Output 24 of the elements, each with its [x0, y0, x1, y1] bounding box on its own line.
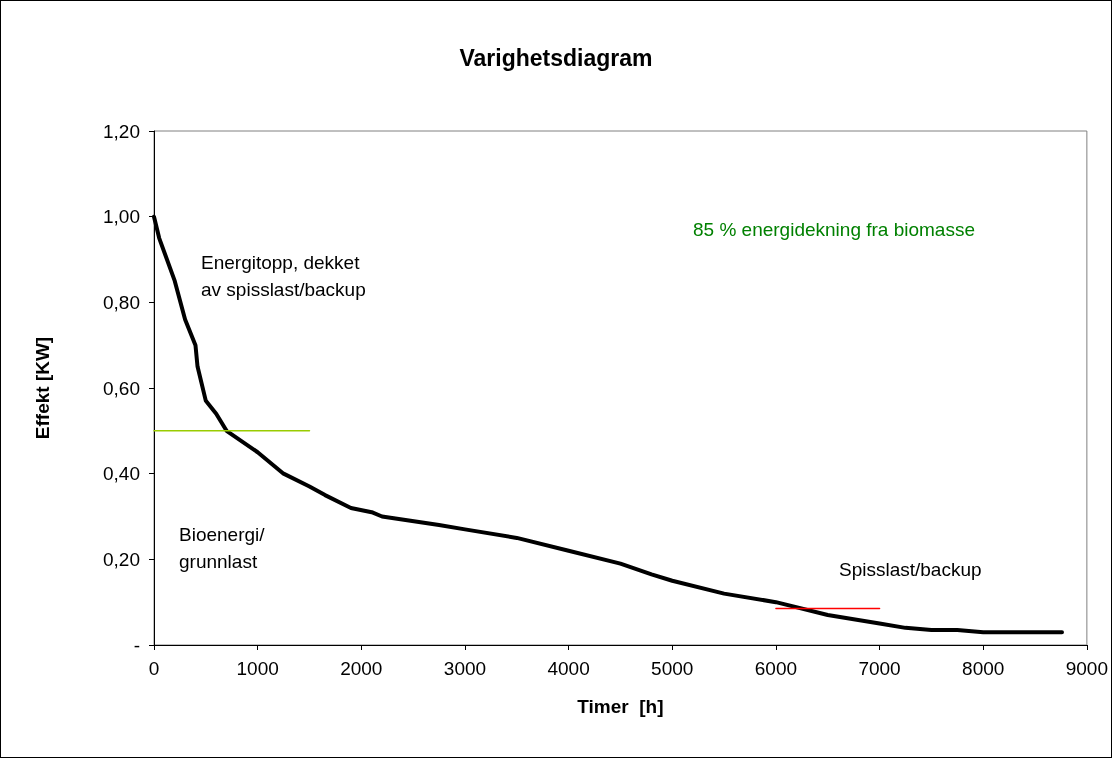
- x-tick-label: 6000: [754, 658, 798, 679]
- x-tick-label: 8000: [962, 658, 1005, 679]
- y-tick-label: 0,80: [103, 291, 140, 313]
- x-tick-label: 4000: [547, 658, 590, 679]
- y-tick-label: 1,00: [103, 206, 140, 228]
- x-tick-label: 1000: [236, 658, 279, 679]
- annotation: Bioenergi/ grunnlast: [179, 524, 266, 572]
- y-tick-label: 0,60: [103, 377, 140, 399]
- y-tick-label: 0,40: [103, 463, 140, 485]
- x-tick-label: 7000: [858, 658, 901, 679]
- x-tick-label: 3000: [443, 658, 487, 679]
- y-tick-label: 1,20: [103, 120, 140, 142]
- chart-title: Varighetsdiagram: [459, 44, 653, 71]
- y-tick-label: 0,20: [103, 548, 140, 570]
- y-axis-title: Effekt [KW]: [32, 336, 53, 440]
- y-tick-label: -: [133, 634, 140, 656]
- x-axis-title: Timer [h]: [577, 696, 664, 717]
- x-tick-label: 0: [148, 658, 160, 679]
- annotation: 85 % energidekning fra biomasse: [693, 219, 976, 240]
- annotation: Spisslast/backup: [839, 559, 982, 580]
- x-tick-label: 9000: [1065, 658, 1109, 679]
- annotation: Energitopp, dekket av spisslast/backup: [201, 252, 366, 300]
- x-tick-label: 5000: [651, 658, 694, 679]
- x-tick-label: 2000: [340, 658, 383, 679]
